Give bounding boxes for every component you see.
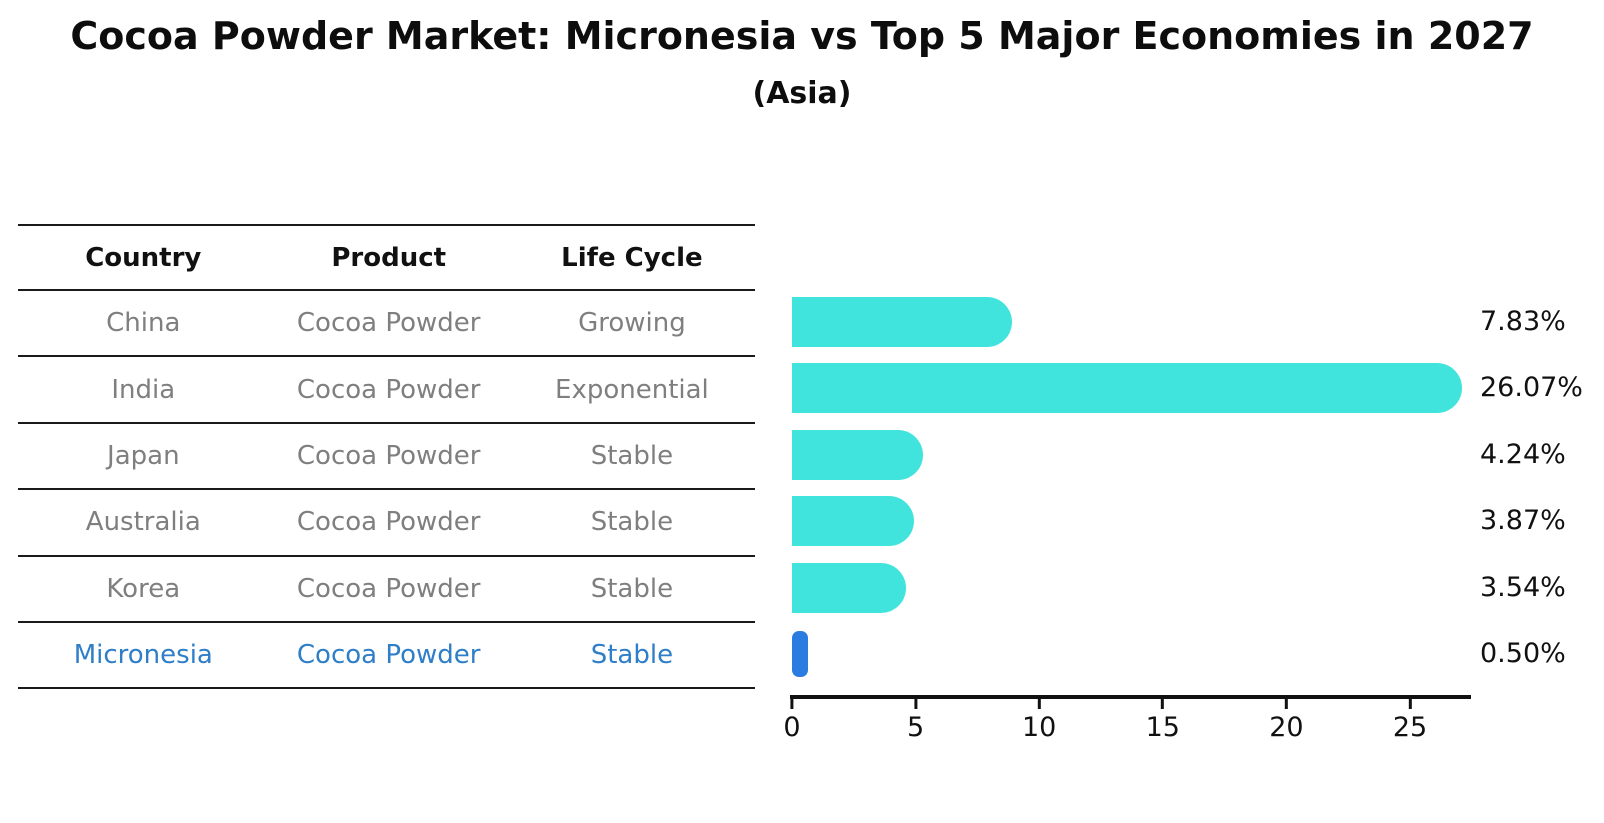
- bar-japan: [792, 429, 923, 480]
- table-row-china: China Cocoa Powder Growing: [18, 291, 755, 358]
- country-cell: China: [106, 308, 181, 339]
- x-axis-tick: 20: [1269, 699, 1304, 743]
- product-cell: Cocoa Powder: [296, 507, 481, 538]
- value-label-japan: 4.24%: [1480, 438, 1566, 470]
- chart-subtitle: (Asia): [752, 76, 852, 111]
- table-row-korea: Korea Cocoa Powder Stable: [18, 557, 755, 623]
- x-axis-tick: 10: [1022, 699, 1056, 743]
- bar-australia: [792, 496, 914, 547]
- country-cell: Australia: [85, 507, 201, 538]
- value-label-india: 26.07%: [1480, 372, 1583, 404]
- tick-mark: [1037, 699, 1041, 709]
- tick-label: 0: [783, 712, 801, 743]
- tick-label: 25: [1392, 712, 1428, 743]
- table-row-micronesia: Micronesia Cocoa Powder Stable: [18, 623, 755, 690]
- life-cycle-cell: Stable: [590, 440, 674, 471]
- life-cycle-cell: Exponential: [555, 374, 709, 405]
- product-cell: Cocoa Powder: [296, 308, 481, 339]
- table-header-life-cycle: Life Cycle: [561, 242, 703, 273]
- bar-india: [792, 363, 1463, 414]
- table-header-product: Product: [331, 242, 447, 273]
- life-cycle-cell: Stable: [590, 640, 674, 671]
- tick-mark: [1161, 699, 1165, 709]
- value-label-australia: 3.87%: [1480, 505, 1566, 537]
- life-cycle-cell: Stable: [590, 573, 674, 604]
- country-cell: Japan: [107, 440, 180, 471]
- x-axis-tick: 5: [907, 699, 924, 743]
- product-cell: Cocoa Powder: [296, 640, 481, 671]
- bar-china: [792, 297, 1012, 347]
- bar-micronesia: [792, 631, 809, 678]
- tick-mark: [1284, 699, 1288, 709]
- value-label-korea: 3.54%: [1480, 571, 1566, 603]
- tick-mark: [914, 699, 918, 709]
- table-header-country: Country: [85, 242, 202, 273]
- life-cycle-cell: Growing: [578, 308, 686, 339]
- product-cell: Cocoa Powder: [296, 573, 481, 604]
- country-cell: Micronesia: [73, 640, 213, 671]
- country-table: Country Product Life Cycle China Cocoa P…: [18, 224, 755, 690]
- product-cell: Cocoa Powder: [296, 440, 481, 471]
- value-label-micronesia: 0.50%: [1480, 638, 1566, 670]
- x-axis-tick: 0: [783, 699, 801, 743]
- tick-label: 5: [907, 712, 925, 743]
- tick-mark: [1408, 699, 1412, 709]
- tick-label: 20: [1269, 712, 1304, 743]
- x-axis-tick: 15: [1146, 699, 1180, 743]
- country-cell: India: [111, 374, 176, 405]
- tick-label: 15: [1145, 712, 1180, 743]
- table-row-india: India Cocoa Powder Exponential: [18, 357, 755, 424]
- table-header-row: Country Product Life Cycle: [18, 226, 755, 291]
- value-label-china: 7.83%: [1480, 306, 1566, 337]
- tick-label: 10: [1022, 712, 1057, 743]
- life-cycle-cell: Stable: [590, 507, 674, 538]
- x-axis-tick: 25: [1393, 699, 1427, 743]
- bar-korea: [792, 562, 906, 613]
- table-row-japan: Japan Cocoa Powder Stable: [18, 424, 755, 491]
- tick-mark: [790, 699, 794, 709]
- chart-title: Cocoa Powder Market: Micronesia vs Top 5…: [70, 14, 1534, 58]
- country-cell: Korea: [106, 573, 181, 604]
- product-cell: Cocoa Powder: [296, 374, 481, 405]
- x-axis-line: [790, 695, 1471, 699]
- table-row-australia: Australia Cocoa Powder Stable: [18, 490, 755, 557]
